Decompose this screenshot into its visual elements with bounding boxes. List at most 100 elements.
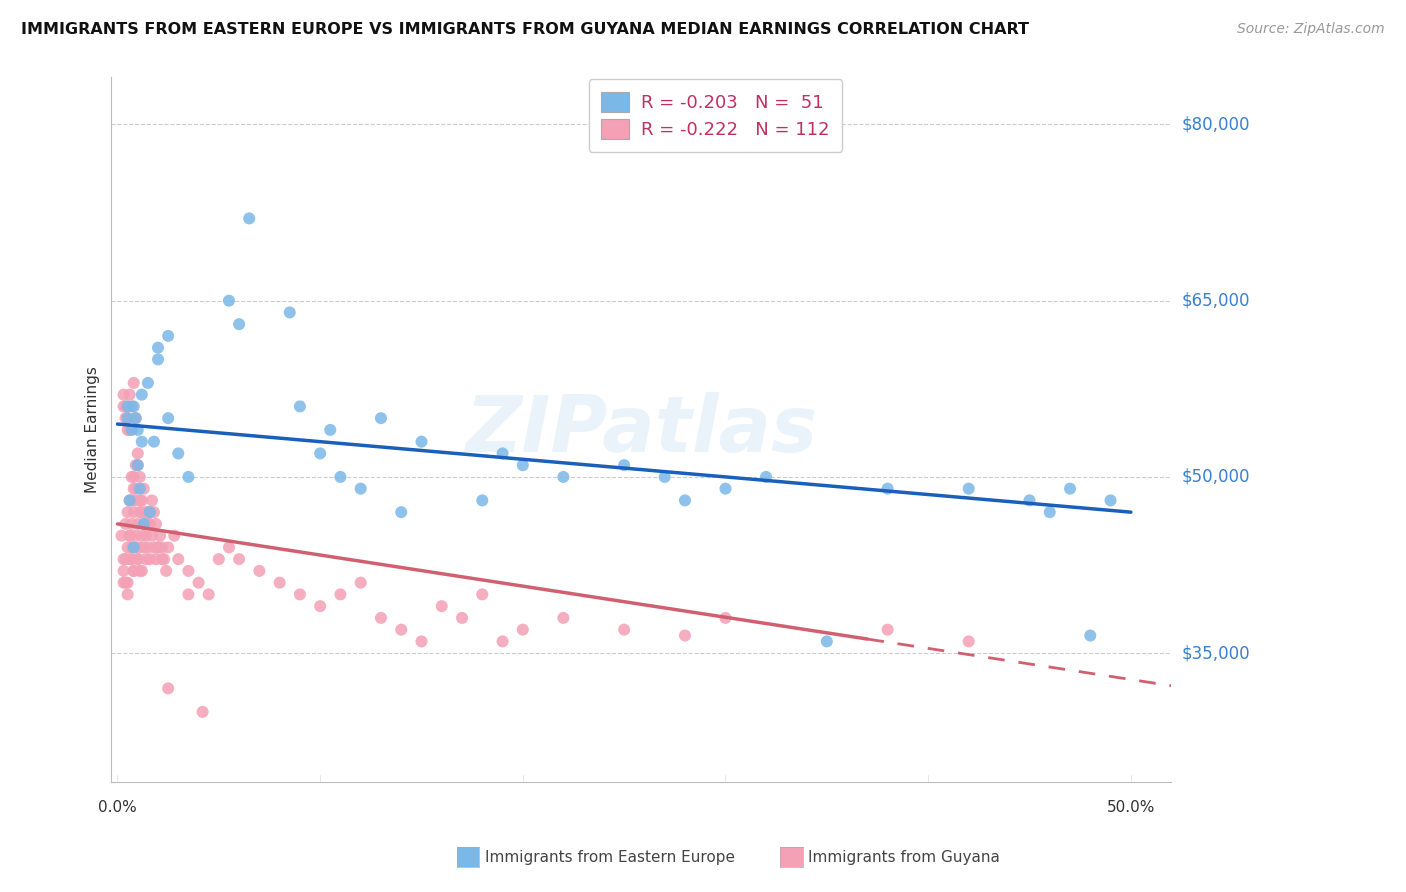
Point [218, 293, 240, 308]
Point [114, 411, 136, 425]
Point [143, 541, 166, 555]
Text: $50,000: $50,000 [1181, 468, 1250, 486]
Point [131, 387, 153, 401]
Point [149, 529, 172, 543]
Point [319, 423, 342, 437]
Point [117, 411, 139, 425]
Point [132, 482, 155, 496]
Point [329, 587, 352, 601]
Point [228, 317, 250, 331]
Point [132, 516, 155, 531]
Point [118, 493, 141, 508]
Text: Immigrants from Eastern Europe: Immigrants from Eastern Europe [485, 850, 735, 864]
Point [157, 411, 180, 425]
Point [1018, 493, 1040, 508]
Point [218, 541, 240, 555]
Point [118, 423, 141, 437]
Point [247, 564, 270, 578]
Point [118, 387, 141, 401]
Point [146, 341, 169, 355]
Point [112, 552, 135, 566]
Point [157, 329, 180, 343]
Point [122, 400, 145, 414]
Point [491, 446, 513, 460]
Point [122, 470, 145, 484]
Point [191, 705, 214, 719]
Point [132, 541, 155, 555]
Point [157, 541, 180, 555]
Point [117, 541, 139, 555]
Point [127, 552, 149, 566]
Point [150, 552, 173, 566]
Point [131, 434, 153, 449]
Point [125, 458, 148, 472]
Point [139, 505, 162, 519]
Point [118, 529, 141, 543]
Point [553, 611, 575, 625]
Point [613, 458, 636, 472]
Point [125, 541, 148, 555]
Point [135, 505, 157, 519]
Point [167, 446, 190, 460]
Point [122, 564, 145, 578]
Point [145, 552, 167, 566]
Point [553, 470, 575, 484]
Point [309, 599, 332, 614]
Point [114, 552, 136, 566]
Point [127, 446, 149, 460]
Point [117, 400, 139, 414]
Y-axis label: Median Earnings: Median Earnings [86, 367, 100, 493]
Point [957, 482, 980, 496]
Point [131, 493, 153, 508]
Point [430, 599, 453, 614]
Point [118, 529, 141, 543]
Text: Immigrants from Guyana: Immigrants from Guyana [808, 850, 1000, 864]
Point [125, 411, 148, 425]
Point [370, 611, 392, 625]
Point [177, 564, 200, 578]
Point [127, 423, 149, 437]
Point [112, 400, 135, 414]
Point [117, 411, 139, 425]
Point [110, 529, 132, 543]
Point [127, 552, 149, 566]
Point [673, 628, 696, 642]
Point [876, 623, 898, 637]
Point [112, 387, 135, 401]
Point [150, 541, 173, 555]
Point [269, 575, 291, 590]
Point [128, 482, 150, 496]
Point [128, 493, 150, 508]
Point [122, 505, 145, 519]
Point [121, 423, 143, 437]
Point [370, 411, 392, 425]
Point [309, 446, 332, 460]
Point [208, 552, 231, 566]
Point [117, 505, 139, 519]
Point [143, 434, 166, 449]
Point [139, 552, 162, 566]
Point [114, 516, 136, 531]
Point [146, 541, 169, 555]
Point [128, 505, 150, 519]
Point [1059, 482, 1081, 496]
Point [228, 552, 250, 566]
Point [121, 470, 143, 484]
Text: IMMIGRANTS FROM EASTERN EUROPE VS IMMIGRANTS FROM GUYANA MEDIAN EARNINGS CORRELA: IMMIGRANTS FROM EASTERN EUROPE VS IMMIGR… [21, 22, 1029, 37]
Point [131, 505, 153, 519]
Point [278, 305, 301, 319]
Point [128, 541, 150, 555]
Point [146, 352, 169, 367]
Point [118, 493, 141, 508]
Point [122, 541, 145, 555]
Text: 50.0%: 50.0% [1107, 800, 1154, 815]
Point [153, 552, 176, 566]
Legend: R = -0.203   N =  51, R = -0.222   N = 112: R = -0.203 N = 51, R = -0.222 N = 112 [589, 79, 842, 152]
Point [118, 552, 141, 566]
Point [131, 529, 153, 543]
Point [117, 423, 139, 437]
Point [117, 575, 139, 590]
Text: ZIPatlas: ZIPatlas [465, 392, 817, 468]
Point [145, 516, 167, 531]
Point [411, 434, 433, 449]
